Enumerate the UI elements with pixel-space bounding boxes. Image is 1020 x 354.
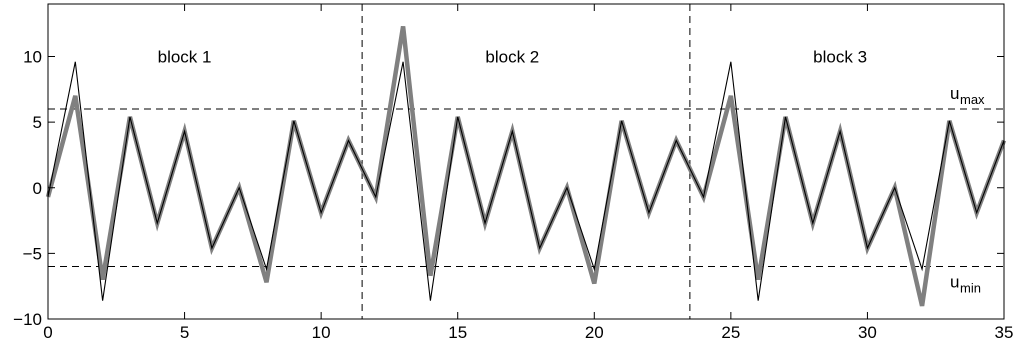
x-tick-label: 5 xyxy=(180,323,189,342)
umax-label: u xyxy=(950,84,959,103)
umin-label: u xyxy=(950,273,959,292)
block-label-2: block 2 xyxy=(485,48,539,67)
series-line-thin xyxy=(47,61,1005,301)
y-tick-label: −10 xyxy=(13,310,42,329)
y-tick-label: 10 xyxy=(23,48,42,67)
umax-subscript: max xyxy=(960,92,985,107)
x-tick-label: 35 xyxy=(995,323,1014,342)
x-tick-label: 15 xyxy=(448,323,467,342)
x-tick-label: 30 xyxy=(858,323,877,342)
x-tick-label: 0 xyxy=(43,323,52,342)
x-tick-label: 25 xyxy=(721,323,740,342)
y-tick-label: 0 xyxy=(33,179,42,198)
x-tick-label: 20 xyxy=(585,323,604,342)
x-tick-label: 10 xyxy=(312,323,331,342)
y-tick-label: −5 xyxy=(23,244,42,263)
block-label-1: block 1 xyxy=(158,48,212,67)
axes-frame xyxy=(47,3,1005,320)
umin-subscript: min xyxy=(960,281,981,296)
block-label-3: block 3 xyxy=(813,48,867,67)
y-tick-label: 5 xyxy=(33,113,42,132)
